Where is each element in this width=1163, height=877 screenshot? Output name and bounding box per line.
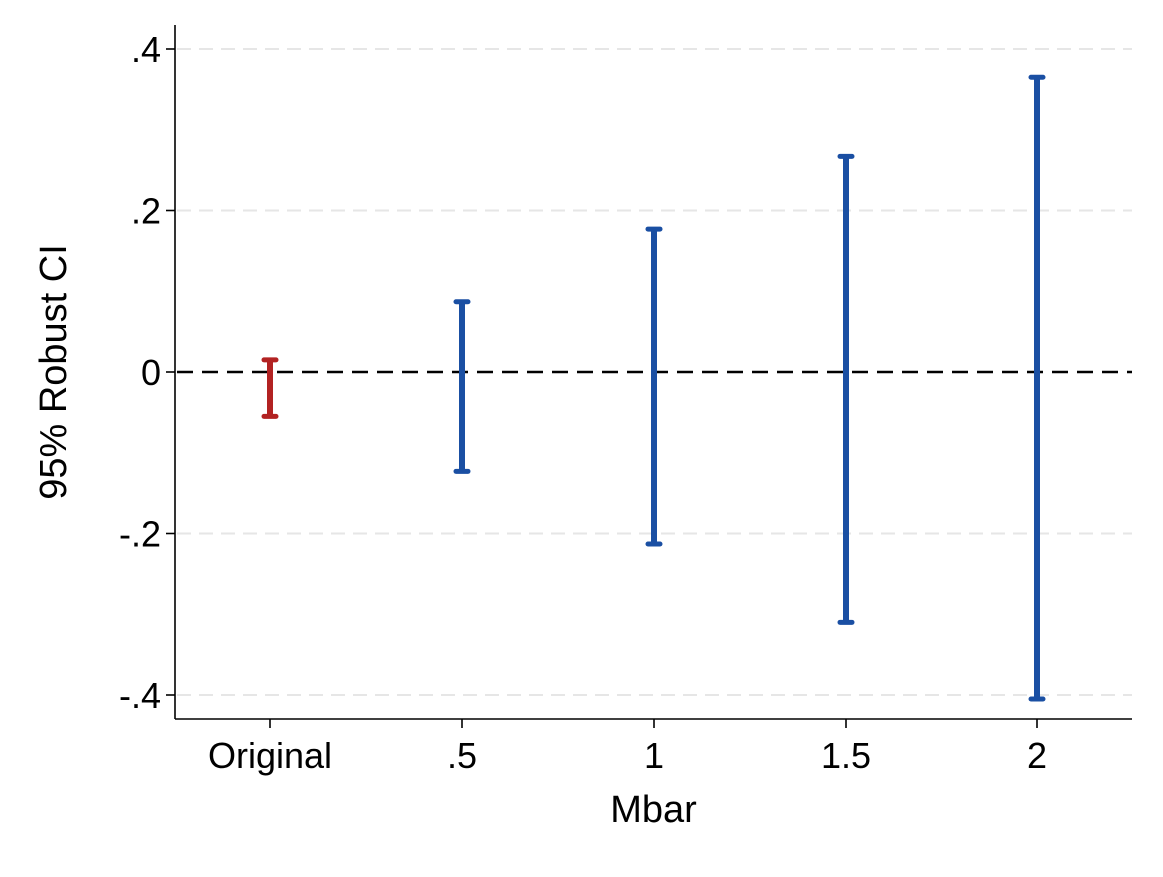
y-tick-labels: .4 .2 0 -.2 -.4 <box>119 29 161 716</box>
y-tick-label: 0 <box>141 352 161 393</box>
y-tick-label: -.2 <box>119 514 161 555</box>
x-tick-label: 1 <box>644 735 664 776</box>
y-tick-label: .2 <box>131 191 161 232</box>
interval-bar <box>1028 74 1046 702</box>
y-axis-title: 95% Robust CI <box>33 244 75 500</box>
x-axis-title: Mbar <box>610 789 697 831</box>
y-tick-label: .4 <box>131 29 161 70</box>
x-tick-label: 1.5 <box>821 735 871 776</box>
interval-bar <box>453 299 471 474</box>
x-tick-label: .5 <box>447 735 477 776</box>
x-tick-label: 2 <box>1027 735 1047 776</box>
interval-bar <box>645 226 663 547</box>
interval-bar <box>261 357 279 419</box>
interval-bar <box>837 153 855 625</box>
interval-layer <box>261 74 1046 702</box>
y-tick-label: -.4 <box>119 675 161 716</box>
x-tick-label: Original <box>208 735 332 776</box>
grid-lines <box>177 48 1132 696</box>
x-tick-labels: Original .5 1 1.5 2 <box>208 735 1047 776</box>
axes <box>166 25 1132 728</box>
